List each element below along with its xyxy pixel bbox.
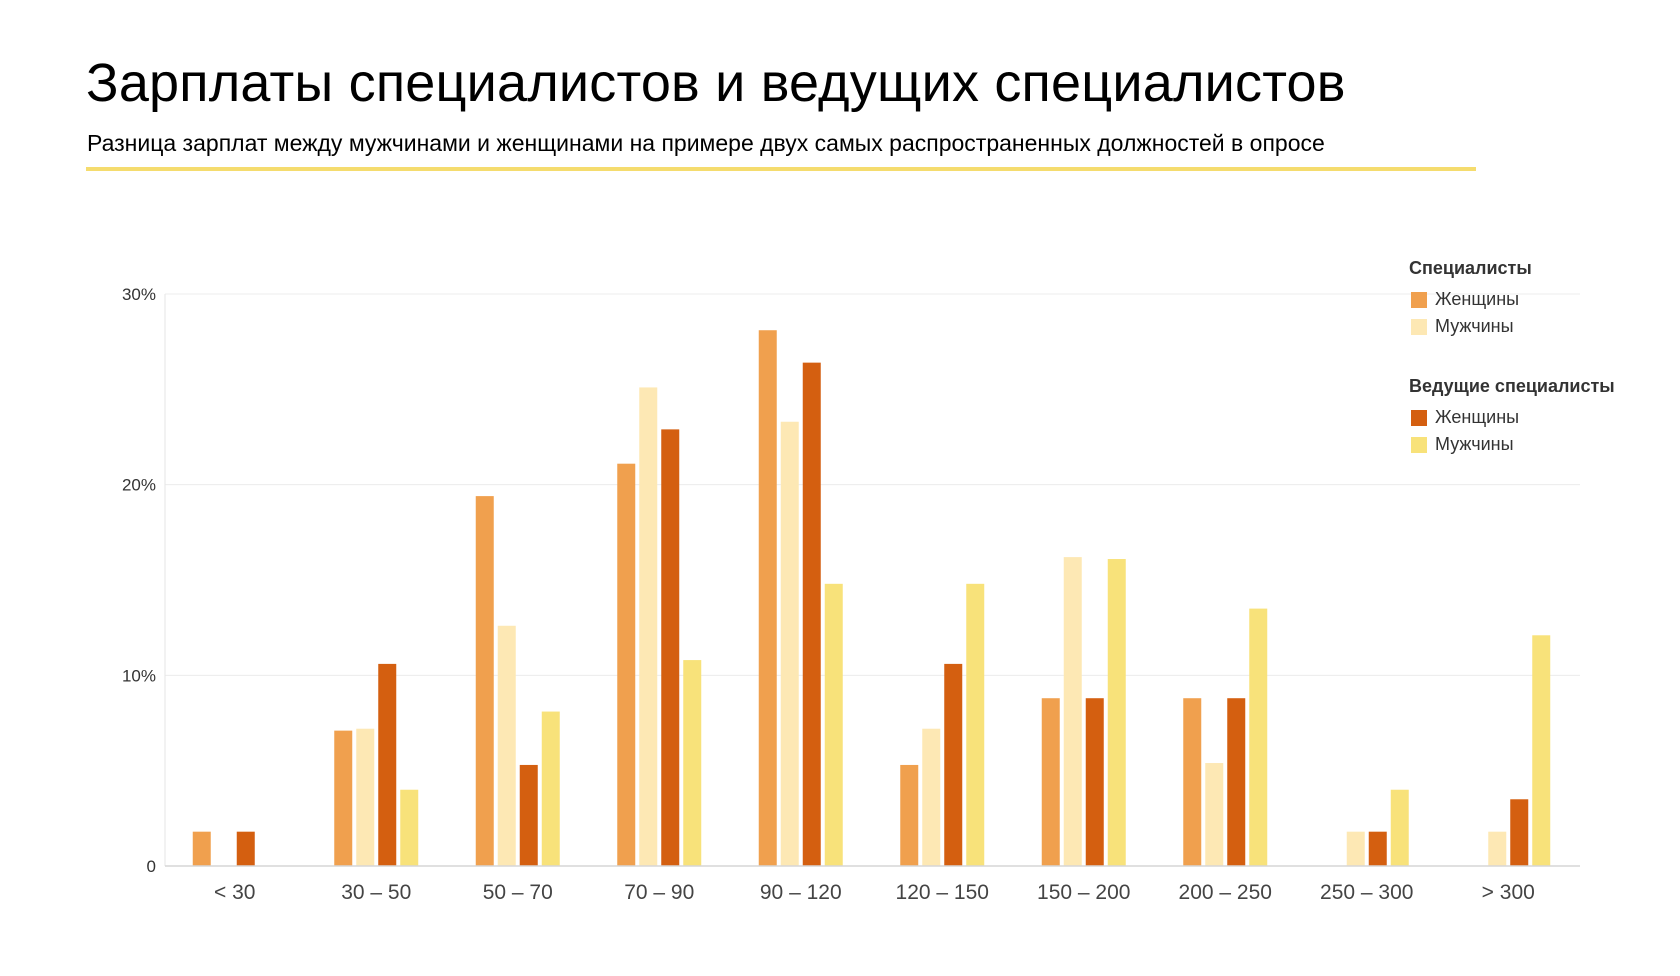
- bar: [758, 330, 777, 866]
- bar: [824, 583, 843, 866]
- legend-item: Женщины: [1411, 404, 1669, 431]
- bar: [1346, 831, 1365, 866]
- bar: [922, 728, 941, 866]
- legend-swatch: [1411, 291, 1427, 308]
- x-tick-label: 150 – 200: [1037, 881, 1130, 904]
- legend-label: Мужчины: [1435, 434, 1514, 454]
- bar: [1205, 763, 1224, 866]
- bar: [1227, 698, 1246, 866]
- x-tick-label: 50 – 70: [483, 881, 553, 904]
- bar: [192, 831, 211, 866]
- legend-item: Женщины: [1411, 286, 1669, 313]
- bar: [1183, 698, 1202, 866]
- legend-swatch: [1411, 409, 1427, 426]
- legend-label: Женщины: [1435, 407, 1520, 427]
- bar: [519, 764, 538, 866]
- bar: [400, 789, 419, 866]
- x-tick-label: 200 – 250: [1179, 881, 1272, 904]
- x-tick-label: < 30: [214, 881, 255, 904]
- bar: [1063, 557, 1082, 866]
- bar: [1368, 831, 1387, 866]
- bar: [1085, 698, 1104, 866]
- legend-label: Женщины: [1435, 289, 1520, 309]
- title-underline: [86, 167, 1476, 171]
- bar: [661, 429, 680, 866]
- bar: [497, 625, 516, 866]
- bar: [1488, 831, 1507, 866]
- chart-subtitle: Разница зарплат между мужчинами и женщин…: [87, 130, 1325, 156]
- bar: [1390, 789, 1409, 866]
- bar: [378, 663, 397, 866]
- y-tick-label: 30%: [122, 285, 156, 304]
- x-tick-label: 70 – 90: [624, 881, 694, 904]
- x-tick-label: 90 – 120: [760, 881, 842, 904]
- bar: [356, 728, 375, 866]
- x-tick-label: 120 – 150: [896, 881, 989, 904]
- bar: [1532, 635, 1551, 866]
- bar: [802, 362, 821, 866]
- legend-group-lead-specialists: Ведущие специалисты Женщины Мужчины: [1409, 376, 1669, 458]
- x-tick-label: 250 – 300: [1320, 881, 1413, 904]
- bar: [475, 496, 494, 866]
- y-tick-label: 10%: [122, 666, 156, 685]
- bar: [334, 730, 353, 866]
- y-tick-label: 0: [147, 857, 156, 876]
- bar: [236, 831, 255, 866]
- legend-group-title: Специалисты: [1409, 258, 1532, 278]
- y-tick-label: 20%: [122, 476, 156, 495]
- legend: Специалисты Женщины Мужчины Ведущие спец…: [1409, 258, 1669, 494]
- chart-title: Зарплаты специалистов и ведущих специали…: [86, 53, 1346, 113]
- bar: [1510, 799, 1529, 866]
- bar: [541, 711, 560, 866]
- x-tick-label: 30 – 50: [341, 881, 411, 904]
- bar: [1249, 608, 1268, 866]
- legend-swatch: [1411, 436, 1427, 453]
- legend-item: Мужчины: [1411, 313, 1669, 340]
- legend-group-specialists: Специалисты Женщины Мужчины: [1409, 258, 1669, 340]
- bar: [966, 583, 985, 866]
- bar: [780, 421, 799, 866]
- legend-label: Мужчины: [1435, 316, 1514, 336]
- bar: [617, 463, 636, 866]
- bar: [944, 663, 963, 866]
- legend-group-title: Ведущие специалисты: [1409, 376, 1615, 396]
- legend-swatch: [1411, 318, 1427, 335]
- bar: [683, 660, 702, 866]
- bar: [639, 387, 658, 866]
- bar: [1107, 559, 1126, 866]
- x-tick-label: > 300: [1482, 881, 1535, 904]
- bar: [900, 764, 919, 866]
- bar: [1041, 698, 1060, 866]
- legend-item: Мужчины: [1411, 431, 1669, 458]
